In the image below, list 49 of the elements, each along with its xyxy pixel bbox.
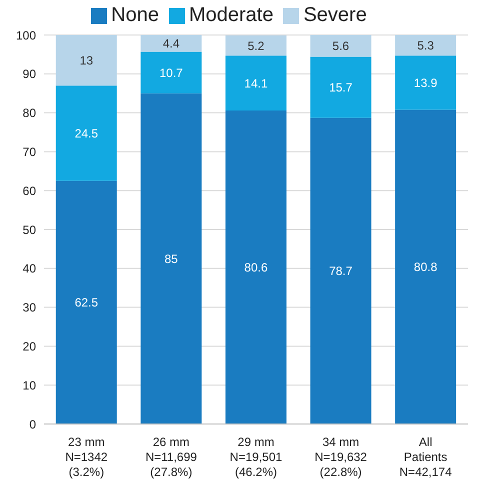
data-label: 80.8: [414, 260, 438, 274]
y-tick-label: 40: [22, 262, 36, 276]
data-label: 78.7: [329, 264, 353, 278]
bar: [140, 52, 202, 94]
data-label: 15.7: [329, 80, 353, 95]
y-tick-label: 30: [22, 300, 36, 315]
data-label: 10.7: [159, 66, 184, 80]
y-tick-label: 0: [29, 417, 36, 432]
x-tick-label: All Patients N=42,174: [399, 435, 452, 479]
y-tick-label: 10: [22, 378, 36, 392]
y-tick-label: 100: [16, 28, 36, 42]
y-tick-label: 50: [22, 222, 36, 237]
data-label: 5.2: [248, 38, 265, 53]
bar: [56, 86, 117, 181]
data-label: 13.9: [414, 76, 438, 90]
x-tick-label: 29 mm N=19,501 (46.2%): [230, 435, 283, 479]
data-label: 13: [80, 54, 94, 68]
bar: [140, 93, 202, 424]
data-label: 14.1: [244, 76, 268, 90]
data-label: 85: [164, 252, 178, 266]
bar: [56, 35, 117, 86]
bar: [395, 35, 456, 56]
data-label: 5.3: [417, 38, 434, 53]
x-tick-label: 23 mm N=1342 (3.2%): [65, 435, 108, 479]
y-tick-label: 90: [22, 67, 36, 82]
data-label: 4.4: [162, 36, 180, 51]
bar: [140, 35, 202, 52]
legend-label: Severe: [303, 4, 367, 26]
y-tick-label: 70: [22, 144, 36, 159]
bar: [310, 56, 372, 118]
x-tick-label: 26 mm N=11,699 (27.8%): [145, 435, 198, 479]
bar: [395, 110, 456, 424]
legend-label: Moderate: [188, 4, 274, 26]
data-label: 62.5: [74, 296, 98, 310]
y-tick-label: 60: [22, 184, 36, 198]
data-label: 5.6: [332, 39, 350, 54]
bar: [225, 35, 286, 56]
bar: [310, 118, 372, 424]
bar: [310, 35, 372, 57]
bar: [225, 56, 286, 110]
data-label: 24.5: [74, 126, 98, 140]
bar: [225, 110, 286, 424]
y-tick-label: 20: [22, 339, 36, 354]
bar: [395, 56, 456, 110]
y-tick-label: 80: [22, 106, 36, 120]
bar: [56, 180, 117, 424]
data-label: 80.6: [244, 260, 268, 274]
legend-label: None: [111, 4, 159, 26]
x-tick-label: 34 mm N=19,632 (22.8%): [314, 435, 368, 479]
